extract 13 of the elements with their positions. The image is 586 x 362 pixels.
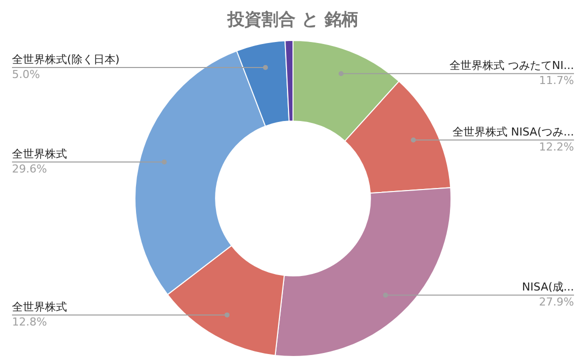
slice-label: 全世界株式 (12, 147, 67, 160)
data-label: 5.0% (12, 68, 40, 81)
data-label: 12.2% (539, 140, 574, 154)
slice-label: 全世界株式 NISA(つみ... (452, 125, 574, 138)
slice-label: 全世界株式 つみたてNI... (450, 58, 574, 72)
data-label: 29.6% (12, 162, 47, 176)
data-label: 12.8% (12, 315, 47, 328)
data-label: 11.7% (539, 74, 574, 87)
data-label: 27.9% (539, 296, 574, 309)
slice-label: NISA(成... (522, 280, 574, 294)
chart-title: 投資割合 と 銘柄 (226, 9, 360, 31)
slice-label: 全世界株式 (12, 300, 67, 314)
slice-label: 全世界株式(除く日本) (12, 52, 120, 66)
